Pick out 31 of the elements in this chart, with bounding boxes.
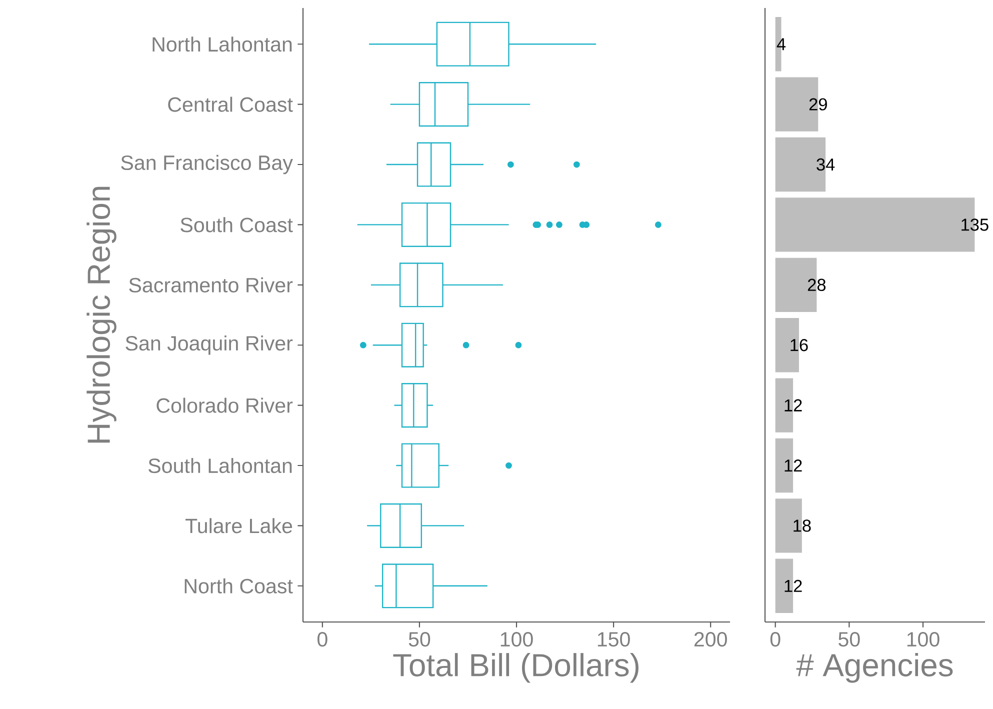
x-tick-label: 200	[694, 632, 727, 647]
x-tick-label: 50	[408, 632, 430, 647]
y-axis-title: Hydrologic Region	[86, 186, 116, 443]
x-tick-label: 50	[838, 632, 860, 647]
data-label: 29	[809, 98, 827, 110]
data-label: 18	[794, 520, 811, 532]
data-label: 28	[808, 278, 826, 292]
y-tick-label: South Coast	[180, 217, 293, 232]
y-tick-label: North Lahontan	[152, 36, 292, 52]
y-tick-label: San Francisco Bay	[121, 154, 293, 174]
data-label: 4	[776, 38, 786, 50]
x-axis-title: Total Bill (Dollars)	[393, 653, 638, 683]
data-label: 34	[816, 158, 835, 171]
data-label: 135	[962, 218, 988, 231]
y-tick-label: Colorado River	[156, 398, 293, 413]
x-tick-label: 150	[598, 632, 630, 647]
y-tick-label: Central Coast	[168, 96, 293, 112]
x-tick-label: 100	[907, 632, 940, 647]
y-tick-label: North Coast	[184, 578, 293, 594]
x-tick-label: 100	[500, 632, 533, 647]
data-label: 12	[784, 459, 802, 472]
y-tick-label: Sacramento River	[129, 277, 293, 292]
data-label: 12	[784, 399, 802, 412]
x-tick-label: 0	[770, 632, 780, 647]
x-tick-label: 0	[318, 632, 328, 647]
y-tick-label: San Joaquin River	[126, 336, 293, 355]
x-axis-title: # Agencies	[796, 653, 953, 683]
y-tick-label: South Lahontan	[148, 458, 292, 474]
data-label: 16	[790, 338, 808, 352]
y-tick-label: Tulare Lake	[185, 518, 292, 534]
data-label: 12	[784, 580, 802, 592]
